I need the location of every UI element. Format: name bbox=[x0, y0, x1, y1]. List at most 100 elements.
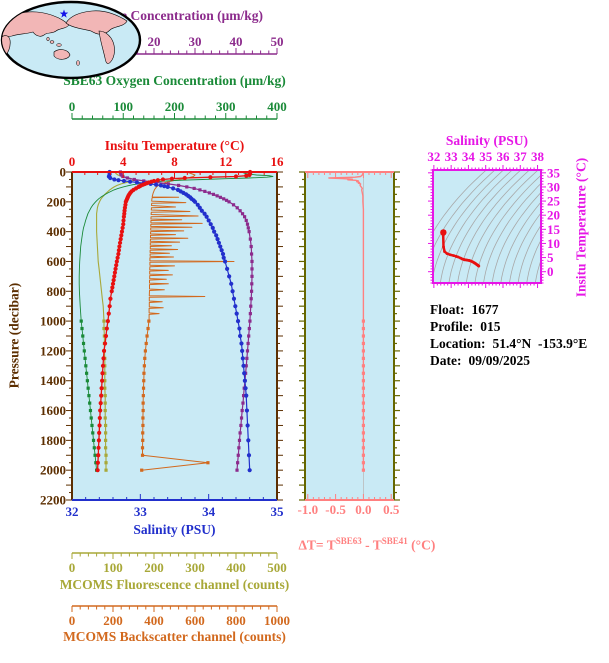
svg-text:200: 200 bbox=[103, 613, 123, 628]
profile-number-value: 015 bbox=[480, 319, 501, 334]
svg-text:15: 15 bbox=[547, 222, 561, 237]
island-philippines bbox=[46, 36, 50, 42]
svg-text:200: 200 bbox=[47, 194, 67, 209]
backscatter-axis-title: MCOMS Backscatter channel (counts) bbox=[63, 629, 286, 644]
island-newguinea bbox=[56, 43, 62, 47]
svg-text:0: 0 bbox=[69, 154, 76, 169]
svg-text:12: 12 bbox=[219, 154, 232, 169]
series-temperature bbox=[95, 169, 253, 473]
svg-text:34: 34 bbox=[462, 149, 476, 164]
svg-text:600: 600 bbox=[185, 613, 205, 628]
svg-text:800: 800 bbox=[226, 613, 246, 628]
delta-t-mid: - T bbox=[361, 537, 382, 553]
svg-text:1800: 1800 bbox=[40, 433, 66, 448]
delta-t-axis-title: ΔT= TSBE63 - TSBE41 (°C) bbox=[278, 519, 443, 568]
svg-text:200: 200 bbox=[165, 99, 185, 114]
delta-t-sup2: SBE41 bbox=[381, 536, 408, 546]
svg-text:0.0: 0.0 bbox=[355, 502, 371, 517]
svg-text:400: 400 bbox=[144, 613, 164, 628]
island-newzealand bbox=[76, 60, 80, 66]
svg-text:33: 33 bbox=[445, 149, 459, 164]
svg-text:4: 4 bbox=[120, 154, 127, 169]
svg-text:1000: 1000 bbox=[40, 314, 66, 329]
svg-text:36: 36 bbox=[496, 149, 510, 164]
svg-text:35: 35 bbox=[479, 149, 493, 164]
ts-salinity-title: Salinity (PSU) bbox=[445, 133, 529, 148]
svg-text:400: 400 bbox=[267, 99, 287, 114]
float-info-block: Float: 1677 Profile: 015 Location: 51.4°N -… bbox=[430, 301, 587, 369]
svg-text:0.5: 0.5 bbox=[383, 502, 400, 517]
svg-text:34: 34 bbox=[202, 504, 216, 519]
svg-text:600: 600 bbox=[47, 254, 67, 269]
float-id-label: Float: bbox=[430, 302, 465, 317]
svg-text:32: 32 bbox=[66, 504, 79, 519]
svg-text:300: 300 bbox=[216, 99, 236, 114]
svg-text:100: 100 bbox=[103, 560, 123, 575]
svg-text:500: 500 bbox=[267, 560, 287, 575]
profile-number-row: Profile: 015 bbox=[430, 318, 587, 335]
date-value: 09/09/2025 bbox=[468, 353, 530, 368]
continent-eurasia bbox=[2, 11, 70, 37]
continent-north-america bbox=[65, 10, 128, 35]
svg-text:16: 16 bbox=[271, 154, 285, 169]
svg-text:400: 400 bbox=[226, 560, 246, 575]
ts-profile-curve bbox=[440, 229, 481, 268]
svg-text:300: 300 bbox=[185, 560, 205, 575]
svg-text:35: 35 bbox=[271, 504, 285, 519]
svg-text:1000: 1000 bbox=[264, 613, 290, 628]
svg-text:30: 30 bbox=[189, 34, 202, 49]
svg-text:10: 10 bbox=[547, 236, 560, 251]
float-id-value: 1677 bbox=[471, 302, 499, 317]
svg-text:37: 37 bbox=[514, 149, 528, 164]
series-salinity bbox=[106, 169, 252, 473]
series-backscatter bbox=[140, 171, 235, 472]
svg-text:8: 8 bbox=[171, 154, 178, 169]
svg-text:1200: 1200 bbox=[40, 343, 66, 358]
pressure-axis-title: Pressure (decibar) bbox=[6, 282, 22, 389]
svg-text:0: 0 bbox=[547, 264, 554, 279]
svg-text:1400: 1400 bbox=[40, 373, 66, 388]
svg-text:20: 20 bbox=[547, 208, 560, 223]
date-label: Date: bbox=[430, 353, 462, 368]
svg-text:100: 100 bbox=[114, 99, 134, 114]
float-location-marker bbox=[59, 9, 69, 18]
float-id-row: Float: 1677 bbox=[430, 301, 587, 318]
svg-text:35: 35 bbox=[547, 165, 561, 180]
continent-south-america bbox=[98, 30, 115, 64]
fluorescence-axis-title: MCOMS Fluorescence channel (counts) bbox=[59, 577, 290, 592]
location-label: Location: bbox=[430, 336, 486, 351]
svg-text:32: 32 bbox=[427, 149, 440, 164]
island-borneo bbox=[49, 40, 55, 44]
location-value: 51.4°N -153.9°E bbox=[492, 336, 588, 351]
world-map bbox=[0, 0, 142, 80]
svg-text:50: 50 bbox=[271, 34, 284, 49]
svg-text:-1.0: -1.0 bbox=[297, 502, 318, 517]
svg-text:0: 0 bbox=[60, 165, 67, 180]
continent-australia bbox=[53, 49, 71, 60]
svg-text:40: 40 bbox=[230, 34, 243, 49]
delta-t-prefix: ΔT= T bbox=[298, 537, 336, 553]
salinity-axis-title: Salinity (PSU) bbox=[133, 522, 216, 537]
svg-text:20: 20 bbox=[148, 34, 161, 49]
date-row: Date: 09/09/2025 bbox=[430, 352, 587, 369]
svg-text:200: 200 bbox=[144, 560, 164, 575]
svg-text:0: 0 bbox=[69, 613, 76, 628]
delta-t-sup1: SBE63 bbox=[335, 536, 362, 546]
temperature-axis-title: Insitu Temperature (°C) bbox=[104, 138, 245, 153]
svg-text:2200: 2200 bbox=[40, 493, 66, 508]
svg-text:38: 38 bbox=[531, 149, 545, 164]
svg-text:400: 400 bbox=[47, 224, 67, 239]
svg-text:1600: 1600 bbox=[40, 403, 66, 418]
profile-number-label: Profile: bbox=[430, 319, 474, 334]
svg-text:25: 25 bbox=[547, 194, 561, 209]
location-row: Location: 51.4°N -153.9°E bbox=[430, 335, 587, 352]
series-delta-t bbox=[328, 171, 366, 472]
svg-text:0: 0 bbox=[69, 99, 76, 114]
svg-text:800: 800 bbox=[47, 284, 67, 299]
svg-text:-0.5: -0.5 bbox=[325, 502, 346, 517]
delta-t-suffix: (°C) bbox=[407, 537, 436, 553]
svg-text:30: 30 bbox=[547, 179, 560, 194]
svg-text:0: 0 bbox=[69, 560, 76, 575]
svg-text:33: 33 bbox=[134, 504, 148, 519]
